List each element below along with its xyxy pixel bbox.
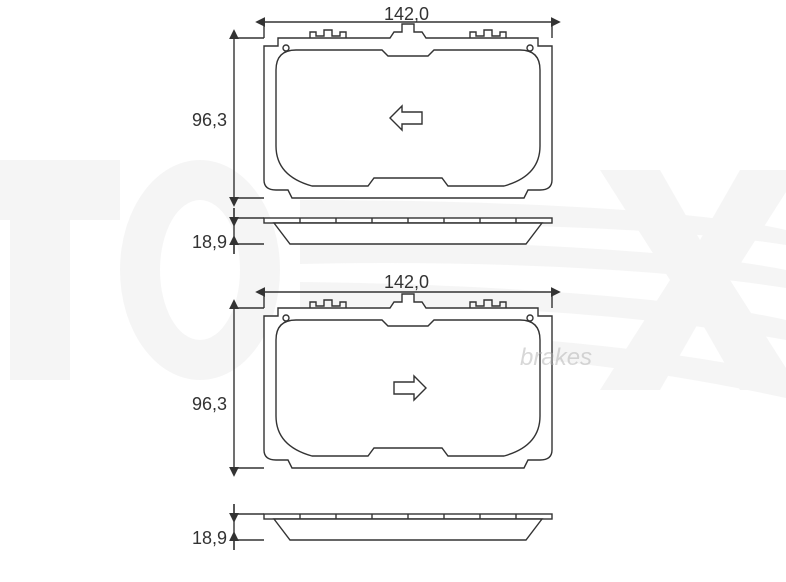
dim-bot-thk: 18,9 <box>192 528 227 549</box>
dim-top-width: 142,0 <box>384 4 429 25</box>
watermark-brakes-text: brakes <box>520 344 592 372</box>
dim-top-thk: 18,9 <box>192 232 227 253</box>
dim-top-height: 96,3 <box>192 110 227 131</box>
dim-bot-height: 96,3 <box>192 394 227 415</box>
dim-bot-width: 142,0 <box>384 272 429 293</box>
